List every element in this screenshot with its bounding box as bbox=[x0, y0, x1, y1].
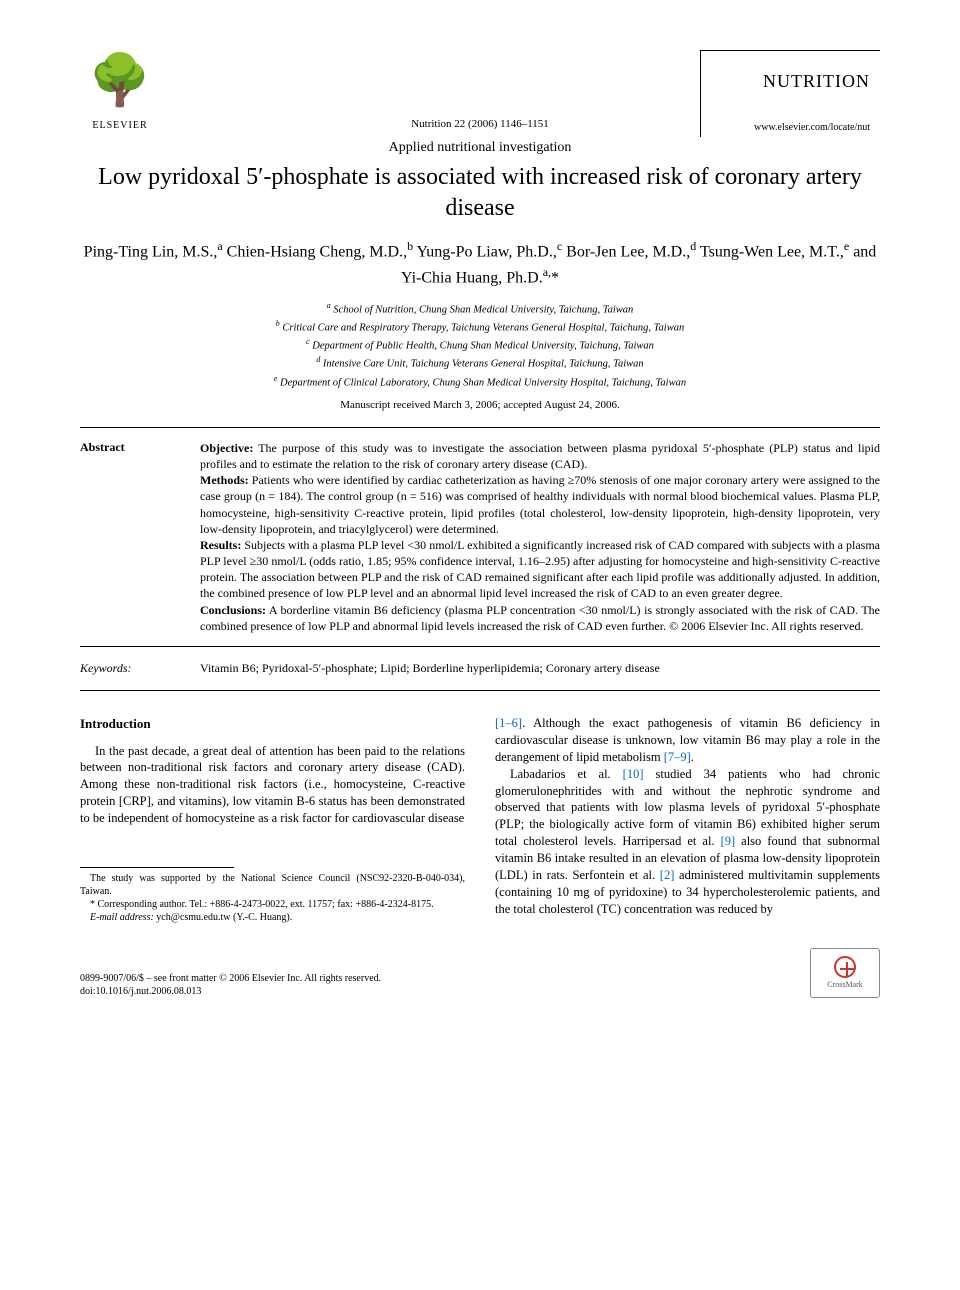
abstract-methods: Patients who were identified by cardiac … bbox=[200, 473, 880, 536]
abstract-conclusions: A borderline vitamin B6 deficiency (plas… bbox=[200, 603, 880, 633]
footnote-rule bbox=[80, 867, 234, 868]
abstract-label: Abstract bbox=[80, 440, 170, 634]
abstract-objective: The purpose of this study was to investi… bbox=[200, 441, 880, 471]
footnote-funding: The study was supported by the National … bbox=[80, 872, 465, 898]
publisher-logo: 🌳 ELSEVIER bbox=[80, 50, 160, 140]
authors: Ping-Ting Lin, M.S.,a Chien-Hsiang Cheng… bbox=[80, 238, 880, 289]
journal-homepage: www.elsevier.com/locate/nut bbox=[711, 122, 870, 133]
publisher-name: ELSEVIER bbox=[92, 120, 147, 131]
journal-name: NUTRITION bbox=[711, 71, 870, 92]
right-p1-end: . bbox=[691, 750, 694, 764]
abstract-results: Subjects with a plasma PLP level <30 nmo… bbox=[200, 538, 880, 601]
crossmark-label: CrossMark bbox=[827, 980, 863, 989]
intro-para-1: In the past decade, a great deal of atte… bbox=[80, 743, 465, 827]
abstract-conclusions-label: Conclusions: bbox=[200, 603, 266, 617]
crossmark-badge[interactable]: CrossMark bbox=[810, 948, 880, 998]
body-columns: Introduction In the past decade, a great… bbox=[80, 715, 880, 924]
abstract-methods-label: Methods: bbox=[200, 473, 249, 487]
footnote-email-label: E-mail address: bbox=[90, 912, 154, 923]
abstract-section: Abstract Objective: The purpose of this … bbox=[80, 427, 880, 647]
footer-copyright: 0899-9007/06/$ – see front matter © 2006… bbox=[80, 972, 381, 985]
abstract-objective-label: Objective: bbox=[200, 441, 253, 455]
elsevier-tree-icon: 🌳 bbox=[85, 50, 155, 120]
right-para-2: Labadarios et al. [10] studied 34 patien… bbox=[495, 766, 880, 918]
ref-link-10[interactable]: [10] bbox=[623, 767, 644, 781]
article-type: Applied nutritional investigation bbox=[80, 140, 880, 156]
journal-box: NUTRITION www.elsevier.com/locate/nut bbox=[700, 50, 880, 137]
article-title: Low pyridoxal 5′-phosphate is associated… bbox=[80, 162, 880, 224]
introduction-heading: Introduction bbox=[80, 715, 465, 733]
ref-link-9[interactable]: [9] bbox=[721, 834, 736, 848]
crossmark-icon bbox=[834, 956, 856, 978]
manuscript-date: Manuscript received March 3, 2006; accep… bbox=[80, 399, 880, 411]
footnote-corresponding: * Corresponding author. Tel.: +886-4-247… bbox=[80, 898, 465, 911]
right-para-1: [1–6]. Although the exact pathogenesis o… bbox=[495, 715, 880, 766]
column-left: Introduction In the past decade, a great… bbox=[80, 715, 465, 924]
ref-link-1-6[interactable]: [1–6] bbox=[495, 716, 522, 730]
keywords-row: Keywords: Vitamin B6; Pyridoxal-5′-phosp… bbox=[80, 655, 880, 691]
footer-left: 0899-9007/06/$ – see front matter © 2006… bbox=[80, 972, 381, 998]
page-footer: 0899-9007/06/$ – see front matter © 2006… bbox=[80, 948, 880, 998]
keywords-text: Vitamin B6; Pyridoxal-5′-phosphate; Lipi… bbox=[200, 661, 660, 676]
affiliations: a School of Nutrition, Chung Shan Medica… bbox=[80, 300, 880, 391]
abstract-body: Objective: The purpose of this study was… bbox=[200, 440, 880, 634]
footnote-email-value: ych@csmu.edu.tw (Y.-C. Huang). bbox=[154, 912, 292, 923]
ref-link-7-9[interactable]: [7–9] bbox=[664, 750, 691, 764]
abstract-results-label: Results: bbox=[200, 538, 241, 552]
column-right: [1–6]. Although the exact pathogenesis o… bbox=[495, 715, 880, 924]
right-p2-pre: Labadarios et al. bbox=[510, 767, 623, 781]
footer-doi: doi:10.1016/j.nut.2006.08.013 bbox=[80, 985, 381, 998]
keywords-label: Keywords: bbox=[80, 661, 170, 676]
ref-link-2[interactable]: [2] bbox=[660, 868, 675, 882]
footnote-email: E-mail address: ych@csmu.edu.tw (Y.-C. H… bbox=[80, 911, 465, 924]
